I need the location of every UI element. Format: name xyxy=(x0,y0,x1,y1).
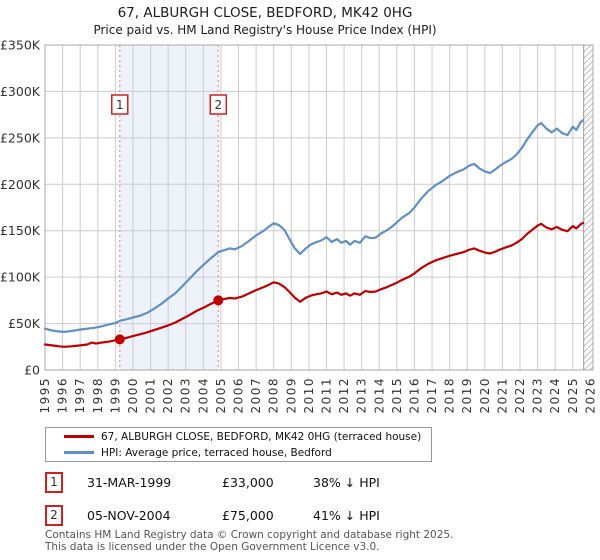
year-label-2016: 2016 xyxy=(407,377,421,414)
sale-point-1 xyxy=(114,334,125,345)
y-tick-label: £250K xyxy=(0,130,41,145)
year-label-2001: 2001 xyxy=(144,377,158,414)
year-label-2007: 2007 xyxy=(249,377,263,414)
legend-label-price-paid: 67, ALBURGH CLOSE, BEDFORD, MK42 0HG (te… xyxy=(101,430,422,443)
sale-annotation-2: 2 05-NOV-2004 £75,000 41% ↓ HPI xyxy=(45,505,495,529)
year-label-1995: 1995 xyxy=(38,377,52,414)
year-label-2000: 2000 xyxy=(126,377,140,414)
y-tick-label: £100K xyxy=(0,270,41,285)
sale-2-date: 05-NOV-2004 xyxy=(87,508,171,523)
sale-point-2 xyxy=(213,295,224,306)
year-label-2019: 2019 xyxy=(460,377,474,414)
license-footer: Contains HM Land Registry data © Crown c… xyxy=(45,529,453,553)
y-tick-label: £300K xyxy=(0,84,41,99)
hpi-line xyxy=(43,119,585,333)
year-label-2013: 2013 xyxy=(355,377,369,414)
sale-flag-1 xyxy=(111,94,129,115)
year-label-2010: 2010 xyxy=(302,377,316,414)
sale-1-price: £33,000 xyxy=(222,475,274,490)
sale-2-flag: 2 xyxy=(45,505,63,526)
price-paid-line-swatch xyxy=(64,435,94,438)
year-label-2003: 2003 xyxy=(179,377,193,414)
year-label-2009: 2009 xyxy=(284,377,298,414)
year-label-2025: 2025 xyxy=(566,377,580,414)
year-label-2022: 2022 xyxy=(513,377,527,414)
year-label-2020: 2020 xyxy=(478,377,492,414)
year-label-2023: 2023 xyxy=(531,377,545,414)
year-label-2024: 2024 xyxy=(548,377,562,414)
year-label-2014: 2014 xyxy=(372,377,386,414)
sale-2-vs-hpi: 41% ↓ HPI xyxy=(313,508,380,523)
hpi-line-swatch xyxy=(64,451,94,454)
chart-legend: 67, ALBURGH CLOSE, BEDFORD, MK42 0HG (te… xyxy=(45,427,432,462)
year-label-2018: 2018 xyxy=(443,377,457,414)
year-label-1997: 1997 xyxy=(73,377,87,414)
year-label-2006: 2006 xyxy=(232,377,246,414)
footer-line-1: Contains HM Land Registry data © Crown c… xyxy=(45,529,454,541)
sale-1-date: 31-MAR-1999 xyxy=(87,475,172,490)
legend-item-price-paid: 67, ALBURGH CLOSE, BEDFORD, MK42 0HG (te… xyxy=(46,429,431,444)
chart-subtitle: Price paid vs. HM Land Registry's House … xyxy=(93,23,437,37)
price-paid-line xyxy=(43,221,585,348)
footer-line-2: This data is licensed under the Open Gov… xyxy=(45,541,380,553)
year-label-2026: 2026 xyxy=(583,377,597,414)
year-label-2004: 2004 xyxy=(196,377,210,414)
y-tick-label: £150K xyxy=(0,223,41,238)
y-tick-label: £350K xyxy=(0,38,41,53)
sale-1-flag: 1 xyxy=(45,472,63,493)
y-tick-label: £50K xyxy=(8,316,41,331)
legend-label-hpi: HPI: Average price, terraced house, Bedf… xyxy=(101,446,332,459)
sale-1-vs-hpi: 38% ↓ HPI xyxy=(313,475,380,490)
year-label-1996: 1996 xyxy=(56,377,70,414)
plot-border xyxy=(44,44,594,371)
year-label-2012: 2012 xyxy=(337,377,351,414)
future-no-data-hatch xyxy=(583,45,593,370)
chart-title: 67, ALBURGH CLOSE, BEDFORD, MK42 0HG xyxy=(117,5,413,21)
year-label-1998: 1998 xyxy=(91,377,105,414)
year-label-1999: 1999 xyxy=(108,377,122,414)
year-label-2005: 2005 xyxy=(214,377,228,414)
price-history-chart: £0 £50K £100K £150K £200K £250K £300K £350K 1995… xyxy=(0,38,597,414)
y-tick-label: £200K xyxy=(0,177,41,192)
year-label-2002: 2002 xyxy=(161,377,175,414)
year-label-2015: 2015 xyxy=(390,377,404,414)
sale-flag-label-2: 2 xyxy=(214,98,222,112)
year-label-2011: 2011 xyxy=(319,377,333,414)
sale-flag-2 xyxy=(209,94,228,115)
year-label-2021: 2021 xyxy=(495,377,509,414)
y-tick-label: £0 xyxy=(24,363,40,378)
legend-item-hpi: HPI: Average price, terraced house, Bedf… xyxy=(46,445,431,460)
sale-2-price: £75,000 xyxy=(222,508,274,523)
sale-flag-label-1: 1 xyxy=(116,98,124,112)
year-label-2017: 2017 xyxy=(425,377,439,414)
year-label-2008: 2008 xyxy=(267,377,281,414)
sale-annotation-1: 1 31-MAR-1999 £33,000 38% ↓ HPI xyxy=(45,472,495,496)
